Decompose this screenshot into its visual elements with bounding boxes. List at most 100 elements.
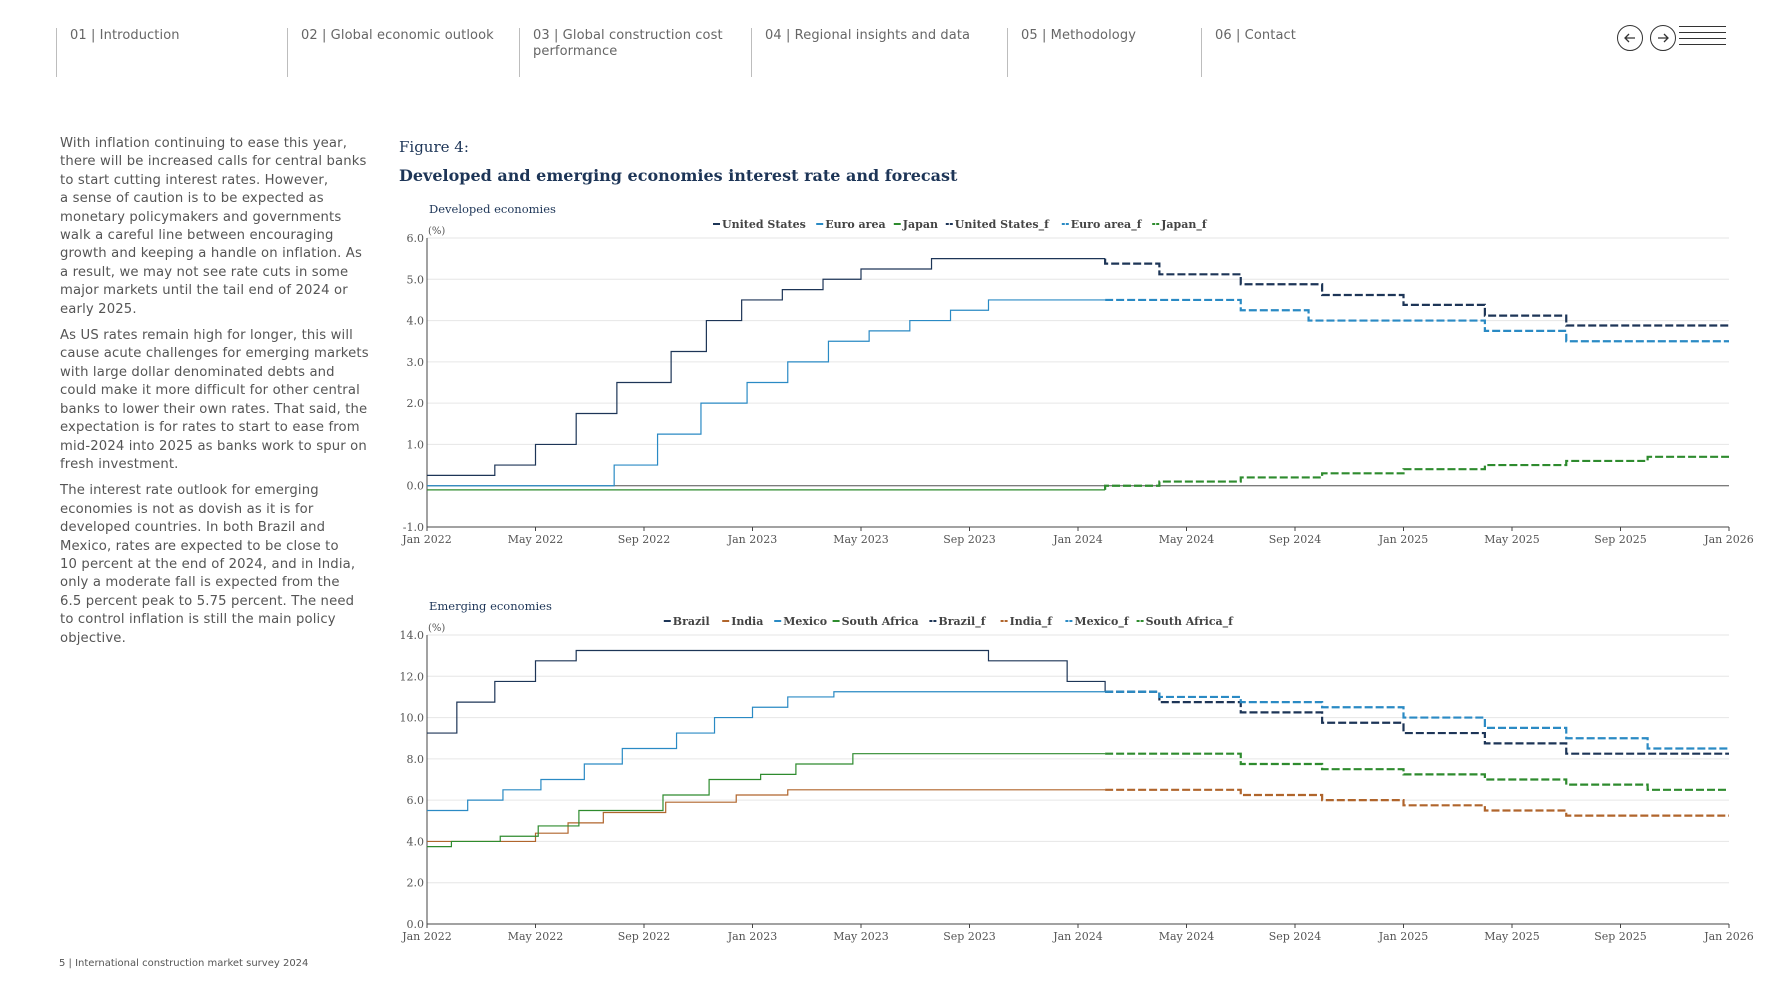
y-tick-label: 0.0 <box>407 480 425 493</box>
y-tick-label: 6.0 <box>407 232 425 245</box>
x-tick-label: May 2023 <box>833 930 889 943</box>
x-tick-label: May 2024 <box>1159 533 1215 546</box>
body-text: With inflation continuing to ease this y… <box>60 135 372 656</box>
x-tick-label: May 2022 <box>508 930 564 943</box>
nav-item-introduction[interactable]: 01 | Introduction <box>56 28 286 77</box>
x-tick-label: Jan 2024 <box>1052 533 1103 546</box>
nav-item-label: 01 | Introduction <box>70 28 180 43</box>
figure-label: Figure 4: <box>399 138 469 156</box>
series-line-india-f <box>1105 788 1729 817</box>
legend-label: South Africa <box>842 615 919 628</box>
nav-item-label: 04 | Regional insights and data <box>765 28 971 43</box>
nav-item-regional-insights[interactable]: 04 | Regional insights and data <box>751 28 1007 77</box>
nav-item-label: 02 | Global economic outlook <box>301 28 494 43</box>
x-tick-label: Jan 2026 <box>1703 533 1754 546</box>
legend-label: United States <box>722 218 806 231</box>
x-tick-label: Sep 2023 <box>943 930 996 943</box>
y-tick-label: -1.0 <box>403 521 424 534</box>
x-tick-label: May 2025 <box>1484 533 1540 546</box>
footer: 5 | International construction market su… <box>59 958 309 969</box>
paragraph: The interest rate outlook for emerging e… <box>60 483 356 646</box>
series-line-south-africa <box>427 753 1106 848</box>
chart-title: Emerging economies <box>429 599 552 613</box>
nav-item-label: 05 | Methodology <box>1021 28 1137 43</box>
x-tick-label: Sep 2023 <box>943 533 996 546</box>
x-tick-label: Jan 2023 <box>727 533 778 546</box>
legend-label: Brazil_f <box>938 615 986 629</box>
legend-label: United States_f <box>955 218 1050 232</box>
legend-label: India <box>731 615 763 628</box>
legend-label: Euro area_f <box>1071 218 1143 232</box>
series-line-japan-f <box>1104 455 1729 490</box>
legend-label: Euro area <box>825 218 885 231</box>
series-line-brazil-f <box>1105 690 1729 755</box>
nav-item-contact[interactable]: 06 | Contact <box>1201 28 1401 77</box>
x-tick-label: May 2023 <box>833 533 889 546</box>
x-tick-label: Sep 2025 <box>1594 930 1647 943</box>
x-tick-label: Jan 2025 <box>1378 533 1429 546</box>
y-tick-label: 6.0 <box>407 794 425 807</box>
y-axis-unit: (%) <box>428 623 445 634</box>
y-tick-label: 0.0 <box>407 918 425 931</box>
x-tick-label: Jan 2025 <box>1378 930 1429 943</box>
legend-label: Mexico <box>783 615 827 628</box>
x-tick-label: Sep 2024 <box>1269 533 1322 546</box>
paragraph: With inflation continuing to ease this y… <box>60 136 367 317</box>
legend-label: South Africa_f <box>1146 615 1235 629</box>
nav-item-construction-cost[interactable]: 03 | Global construction cost performanc… <box>519 28 751 77</box>
nav-item-methodology[interactable]: 05 | Methodology <box>1007 28 1201 77</box>
y-tick-label: 2.0 <box>407 877 425 890</box>
x-tick-label: Jan 2022 <box>401 930 452 943</box>
y-tick-label: 2.0 <box>407 397 425 410</box>
arrow-left-icon <box>1624 33 1635 43</box>
series-line-euro-area <box>427 299 1106 487</box>
series-line-united-states <box>427 258 1106 476</box>
legend-label: Japan <box>902 218 938 231</box>
x-tick-label: Jan 2024 <box>1052 930 1103 943</box>
y-tick-label: 5.0 <box>407 273 425 286</box>
y-tick-label: 1.0 <box>407 438 425 451</box>
arrow-right-icon <box>1658 33 1669 43</box>
emerging-economies-chart: Emerging economies 14.0 12.0 10.0 8.0 6.0 4.0 2… <box>400 599 1754 943</box>
x-tick-label: Jan 2023 <box>727 930 778 943</box>
x-tick-label: May 2024 <box>1159 930 1215 943</box>
x-tick-label: May 2022 <box>508 533 564 546</box>
developed-economies-chart: Developed economies 6.0 5.0 4.0 3.0 2.0 1.0 0.0… <box>401 202 1754 546</box>
series-line-mexico-f <box>1105 690 1729 750</box>
hamburger-menu-icon[interactable] <box>1679 26 1726 50</box>
figure-title: Developed and emerging economies interes… <box>399 166 958 185</box>
legend-label: Brazil <box>673 615 710 628</box>
x-tick-label: May 2025 <box>1484 930 1540 943</box>
x-tick-label: Sep 2022 <box>618 930 671 943</box>
y-axis-unit: (%) <box>428 226 445 237</box>
nav-item-label: 03 | Global construction cost performanc… <box>533 28 723 59</box>
series-line-brazil <box>427 649 1106 734</box>
series-line-india <box>427 789 1106 843</box>
y-tick-label: 4.0 <box>407 315 425 328</box>
paragraph: As US rates remain high for longer, this… <box>60 328 369 472</box>
y-tick-label: 12.0 <box>400 670 425 683</box>
legend-label: Mexico_f <box>1074 615 1129 629</box>
x-tick-label: Sep 2025 <box>1594 533 1647 546</box>
nav-item-global-economic-outlook[interactable]: 02 | Global economic outlook <box>287 28 519 77</box>
series-line-mexico <box>427 691 1106 812</box>
legend-label: Japan_f <box>1160 218 1208 232</box>
y-tick-label: 8.0 <box>407 753 425 766</box>
nav-item-label: 06 | Contact <box>1215 28 1296 43</box>
y-tick-label: 3.0 <box>407 356 425 369</box>
x-tick-label: Sep 2022 <box>618 533 671 546</box>
series-line-euro-area-f <box>1105 298 1729 343</box>
series-line-south-africa-f <box>1105 752 1729 791</box>
y-tick-label: 4.0 <box>407 835 425 848</box>
legend-label: India_f <box>1010 615 1054 629</box>
chart-title: Developed economies <box>429 202 556 216</box>
x-tick-label: Sep 2024 <box>1269 930 1322 943</box>
x-tick-label: Jan 2026 <box>1703 930 1754 943</box>
y-tick-label: 14.0 <box>400 629 425 642</box>
series-line-united-states-f <box>1104 258 1729 327</box>
previous-page-button[interactable] <box>1617 25 1643 51</box>
next-page-button[interactable] <box>1650 25 1676 51</box>
top-navigation: 01 | Introduction 02 | Global economic o… <box>0 22 1773 77</box>
x-tick-label: Jan 2022 <box>401 533 452 546</box>
y-tick-label: 10.0 <box>400 712 425 725</box>
